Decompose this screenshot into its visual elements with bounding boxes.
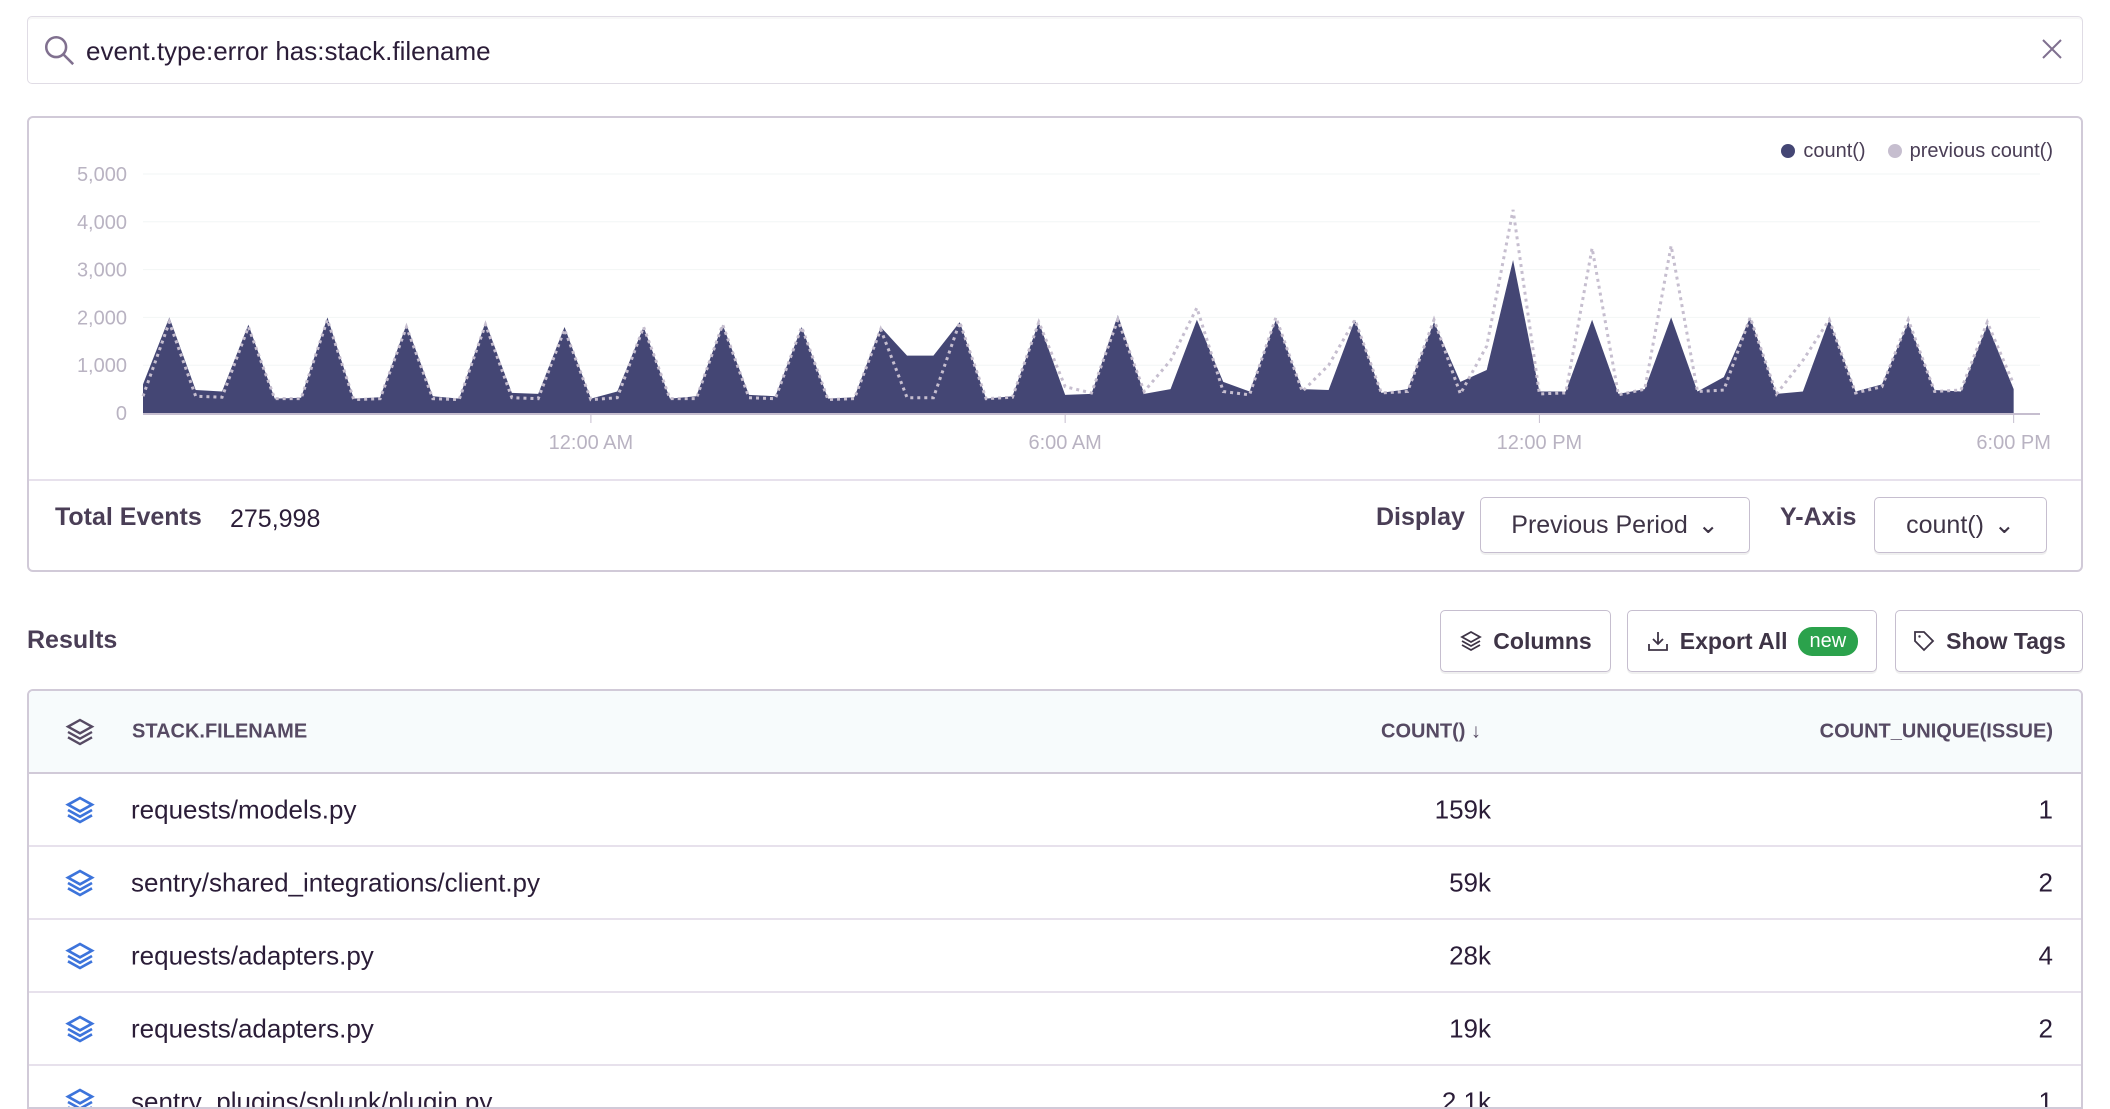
display-label: Display [1376, 503, 1465, 532]
y-tick-label: 5,000 [77, 164, 127, 186]
total-events-label: Total Events [55, 503, 202, 532]
download-icon [1646, 629, 1670, 653]
close-icon[interactable] [2040, 37, 2064, 61]
results-title: Results [27, 626, 117, 655]
sort-desc-icon: ↓ [1471, 720, 1481, 742]
events-chart: 0 1,000 2,000 3,000 4,000 5,000 12:00 AM 6:00 A… [29, 118, 2081, 478]
columns-button[interactable]: Columns [1440, 610, 1611, 672]
export-all-button[interactable]: Export All new [1627, 610, 1877, 672]
results-table: STACK.FILENAME COUNT() ↓ COUNT_UNIQUE(IS… [27, 689, 2083, 1109]
count-cell: 2.1k [1442, 1086, 1491, 1109]
y-tick-label: 2,000 [77, 307, 127, 329]
tag-icon [1912, 629, 1936, 653]
count-cell: 159k [1435, 794, 1491, 825]
layers-icon [64, 716, 96, 748]
header-count-unique[interactable]: COUNT_UNIQUE(ISSUE) [1820, 720, 2053, 743]
display-dropdown[interactable]: Previous Period ⌄ [1480, 497, 1750, 553]
table-row[interactable]: requests/models.py 159k 1 [29, 774, 2081, 847]
table-row[interactable]: sentry_plugins/splunk/plugin.py 2.1k 1 [29, 1066, 2081, 1109]
table-header: STACK.FILENAME COUNT() ↓ COUNT_UNIQUE(IS… [29, 691, 2081, 774]
count-cell: 59k [1449, 867, 1491, 898]
export-label: Export All [1680, 628, 1788, 655]
yaxis-value: count() [1906, 511, 1984, 540]
y-tick-label: 4,000 [77, 212, 127, 234]
chevron-down-icon: ⌄ [1698, 510, 1719, 540]
count-unique-cell: 1 [2039, 1086, 2053, 1109]
stack-icon [64, 1086, 96, 1109]
header-stack-filename[interactable]: STACK.FILENAME [132, 720, 307, 743]
x-tick-label: 12:00 PM [1497, 432, 1583, 454]
yaxis-dropdown[interactable]: count() ⌄ [1874, 497, 2047, 553]
chart-footer: Total Events 275,998 Display Previous Pe… [29, 479, 2081, 481]
search-icon [42, 33, 76, 67]
columns-label: Columns [1493, 628, 1591, 655]
count-unique-cell: 2 [2039, 867, 2053, 898]
count-unique-cell: 4 [2039, 940, 2053, 971]
filename-cell[interactable]: requests/models.py [131, 794, 356, 825]
filename-cell[interactable]: requests/adapters.py [131, 940, 374, 971]
filename-cell[interactable]: requests/adapters.py [131, 1013, 374, 1044]
search-bar[interactable]: event.type:error has:stack.filename [27, 16, 2083, 84]
filename-cell[interactable]: sentry/shared_integrations/client.py [131, 867, 540, 898]
count-unique-cell: 2 [2039, 1013, 2053, 1044]
y-tick-label: 3,000 [77, 260, 127, 282]
search-input[interactable]: event.type:error has:stack.filename [86, 36, 491, 67]
show-tags-button[interactable]: Show Tags [1895, 610, 2083, 672]
filename-cell[interactable]: sentry_plugins/splunk/plugin.py [131, 1086, 492, 1109]
layers-icon [1459, 629, 1483, 653]
total-events-value: 275,998 [230, 505, 320, 534]
stack-icon [64, 794, 96, 826]
display-value: Previous Period [1511, 511, 1687, 540]
x-tick-label: 6:00 PM [1976, 432, 2050, 454]
table-row[interactable]: sentry/shared_integrations/client.py 59k… [29, 847, 2081, 920]
stack-icon [64, 1013, 96, 1045]
count-cell: 19k [1449, 1013, 1491, 1044]
x-tick-label: 12:00 AM [549, 432, 634, 454]
table-row[interactable]: requests/adapters.py 19k 2 [29, 993, 2081, 1066]
count-cell: 28k [1449, 940, 1491, 971]
count-unique-cell: 1 [2039, 794, 2053, 825]
new-badge: new [1798, 627, 1859, 656]
y-tick-label: 0 [116, 403, 127, 425]
show-tags-label: Show Tags [1946, 628, 2066, 655]
stack-icon [64, 867, 96, 899]
table-row[interactable]: requests/adapters.py 28k 4 [29, 920, 2081, 993]
yaxis-label: Y-Axis [1780, 503, 1856, 532]
header-count[interactable]: COUNT() ↓ [1381, 720, 1481, 743]
y-tick-label: 1,000 [77, 355, 127, 377]
x-tick-label: 6:00 AM [1028, 432, 1101, 454]
chevron-down-icon: ⌄ [1994, 510, 2015, 540]
stack-icon [64, 940, 96, 972]
